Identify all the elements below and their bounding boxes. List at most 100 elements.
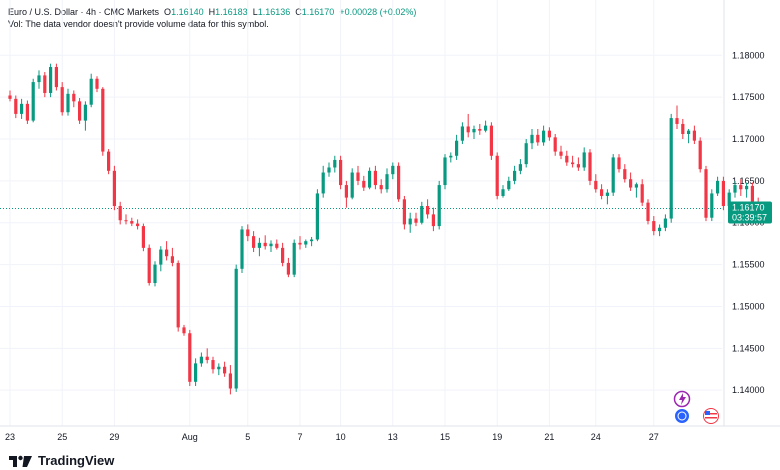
candle-body[interactable]: [286, 262, 290, 275]
candle-body[interactable]: [275, 243, 279, 248]
globe-icon[interactable]: [674, 408, 690, 424]
candle-body[interactable]: [559, 151, 563, 156]
candle-body[interactable]: [484, 125, 488, 131]
candle-body[interactable]: [681, 123, 685, 134]
candle-body[interactable]: [350, 172, 354, 198]
candle-body[interactable]: [228, 373, 232, 389]
candle-body[interactable]: [223, 366, 227, 374]
candle-body[interactable]: [362, 180, 366, 188]
candle-body[interactable]: [199, 356, 203, 364]
symbol-title[interactable]: Euro / U.S. Dollar · 4h · CMC Markets: [8, 7, 160, 17]
candle-body[interactable]: [588, 152, 592, 181]
candle-body[interactable]: [663, 218, 667, 228]
candle-body[interactable]: [576, 164, 580, 168]
candle-body[interactable]: [414, 218, 418, 223]
candle-body[interactable]: [344, 185, 348, 198]
candle-body[interactable]: [25, 103, 29, 121]
candle-body[interactable]: [118, 206, 122, 221]
candle-body[interactable]: [240, 229, 244, 269]
candle-body[interactable]: [721, 180, 725, 206]
candle-body[interactable]: [478, 128, 482, 131]
candle-body[interactable]: [733, 185, 737, 193]
candle-body[interactable]: [750, 185, 754, 203]
candle-body[interactable]: [252, 236, 256, 248]
candle-body[interactable]: [95, 78, 99, 89]
candle-body[interactable]: [623, 169, 627, 180]
candle-body[interactable]: [205, 356, 209, 361]
candle-body[interactable]: [269, 243, 273, 247]
candle-body[interactable]: [339, 159, 343, 186]
candle-body[interactable]: [321, 172, 325, 194]
candle-body[interactable]: [489, 125, 493, 156]
candle-body[interactable]: [565, 155, 569, 163]
candle-body[interactable]: [675, 118, 679, 124]
candle-body[interactable]: [136, 223, 140, 227]
candle-body[interactable]: [141, 226, 145, 248]
candle-body[interactable]: [466, 126, 470, 133]
candle-body[interactable]: [745, 185, 749, 190]
candle-body[interactable]: [455, 140, 459, 156]
candle-body[interactable]: [594, 180, 598, 190]
candle-body[interactable]: [211, 360, 215, 370]
tradingview-logo[interactable]: TradingView: [8, 453, 114, 468]
candle-body[interactable]: [739, 185, 743, 190]
candle-body[interactable]: [449, 155, 453, 158]
candle-body[interactable]: [704, 169, 708, 218]
candle-body[interactable]: [495, 155, 499, 196]
candle-body[interactable]: [530, 134, 534, 144]
candle-body[interactable]: [727, 192, 731, 206]
candle-body[interactable]: [153, 264, 157, 284]
candle-body[interactable]: [582, 152, 586, 168]
candle-body[interactable]: [373, 170, 377, 186]
candle-body[interactable]: [60, 87, 64, 113]
candle-body[interactable]: [315, 193, 319, 240]
candle-body[interactable]: [327, 167, 331, 173]
candle-body[interactable]: [710, 193, 714, 218]
candle-body[interactable]: [124, 220, 128, 222]
candle-body[interactable]: [646, 202, 650, 222]
candle-body[interactable]: [234, 268, 238, 389]
candle-body[interactable]: [83, 104, 87, 121]
candle-body[interactable]: [652, 221, 656, 232]
candle-body[interactable]: [629, 179, 633, 188]
candle-body[interactable]: [89, 78, 93, 105]
candle-body[interactable]: [8, 95, 12, 99]
candle-body[interactable]: [54, 67, 58, 88]
candle-body[interactable]: [524, 143, 528, 165]
candle-body[interactable]: [617, 157, 621, 170]
candle-body[interactable]: [605, 192, 609, 196]
candle-body[interactable]: [472, 128, 476, 133]
candle-body[interactable]: [687, 130, 691, 134]
candle-body[interactable]: [692, 130, 696, 141]
candle-body[interactable]: [37, 75, 41, 83]
candle-body[interactable]: [112, 170, 116, 206]
candle-body[interactable]: [385, 174, 389, 190]
candle-body[interactable]: [437, 185, 441, 227]
candle-body[interactable]: [501, 189, 505, 196]
candle-body[interactable]: [43, 75, 47, 93]
candle-body[interactable]: [391, 165, 395, 175]
candle-body[interactable]: [14, 98, 18, 114]
candle-body[interactable]: [257, 242, 261, 248]
candle-body[interactable]: [634, 184, 638, 188]
candle-body[interactable]: [513, 170, 517, 181]
candle-body[interactable]: [640, 184, 644, 203]
candle-body[interactable]: [507, 180, 511, 190]
candle-body[interactable]: [281, 247, 285, 263]
candle-body[interactable]: [263, 242, 267, 247]
candle-body[interactable]: [147, 247, 151, 284]
candle-body[interactable]: [571, 162, 575, 165]
candle-body[interactable]: [188, 333, 192, 382]
candle-body[interactable]: [246, 229, 250, 237]
candle-body[interactable]: [130, 221, 134, 224]
candle-body[interactable]: [460, 126, 464, 141]
candle-body[interactable]: [333, 159, 337, 168]
candle-body[interactable]: [536, 134, 540, 143]
candle-body[interactable]: [669, 118, 673, 219]
candle-body[interactable]: [304, 241, 308, 245]
candle-body[interactable]: [600, 189, 604, 196]
candle-body[interactable]: [176, 262, 180, 328]
candle-body[interactable]: [611, 157, 615, 193]
candle-body[interactable]: [698, 140, 702, 170]
candle-body[interactable]: [518, 164, 522, 171]
